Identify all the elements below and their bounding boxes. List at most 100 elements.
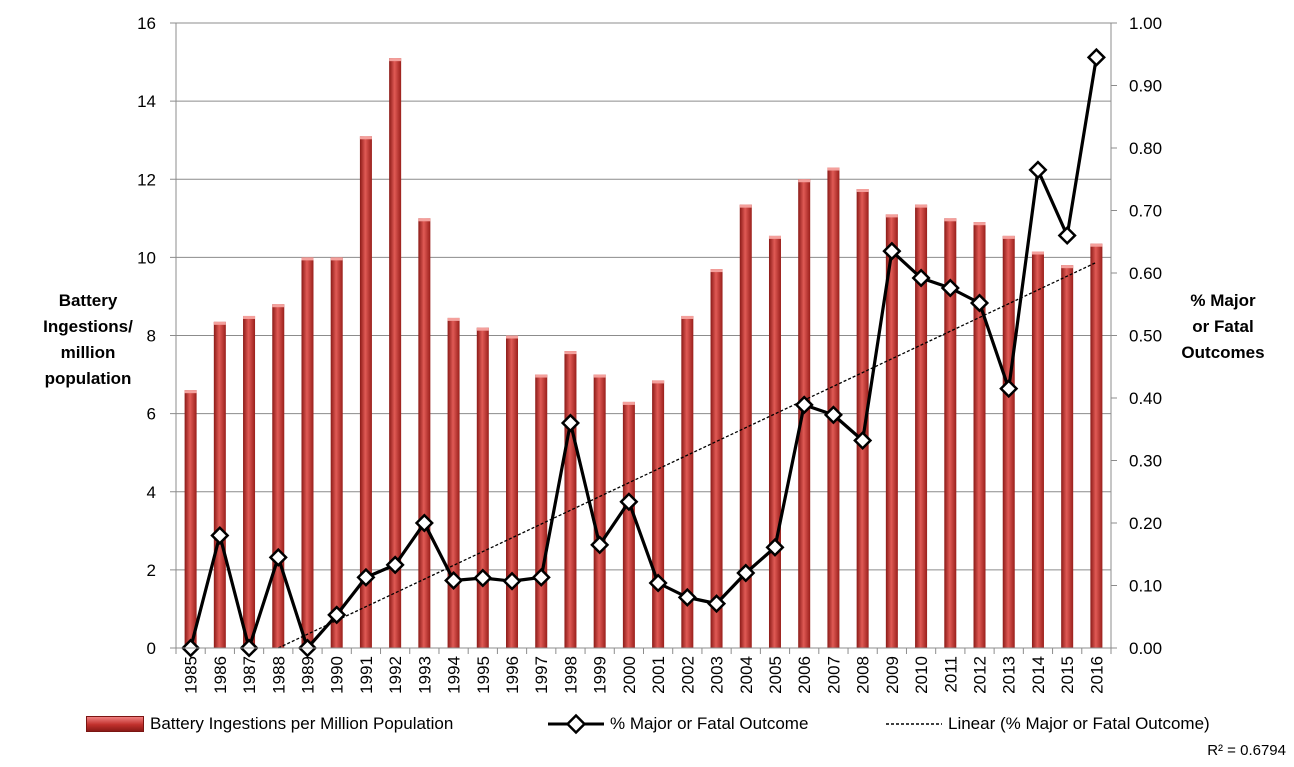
bar-cap — [418, 218, 431, 222]
left-tick-label: 0 — [147, 639, 156, 658]
bar-cap — [768, 235, 781, 239]
bar-cap — [1031, 251, 1044, 255]
line-point — [1086, 47, 1106, 67]
x-tick-label: 2002 — [678, 656, 697, 694]
right-tick-label: 0.60 — [1129, 264, 1162, 283]
left-tick-label: 14 — [137, 92, 156, 111]
line-point — [707, 594, 727, 614]
line-point — [1028, 160, 1048, 180]
line-point — [502, 571, 522, 591]
left-tick-label: 4 — [147, 483, 156, 502]
x-tick-label: 1987 — [240, 656, 259, 694]
line-point — [999, 379, 1019, 399]
right-axis-title-line: % Major — [1190, 291, 1256, 310]
line-path — [189, 57, 1098, 650]
bar — [768, 235, 781, 648]
x-tick-label: 1989 — [298, 656, 317, 694]
bar — [301, 257, 314, 648]
legend-item-line: % Major or Fatal Outcome — [548, 712, 808, 736]
line-point — [765, 537, 785, 557]
x-tick-label: 1991 — [357, 656, 376, 694]
right-axis-title-line: or Fatal — [1192, 317, 1254, 336]
x-tick-label: 2008 — [854, 656, 873, 694]
bar — [476, 327, 489, 648]
line-point — [268, 547, 288, 567]
bar — [944, 218, 957, 648]
bar — [885, 214, 898, 648]
line-point — [853, 430, 873, 451]
left-tick-label: 16 — [137, 14, 156, 33]
x-tick-label: 2012 — [971, 656, 990, 694]
line-point — [327, 605, 347, 625]
line-point — [444, 570, 464, 591]
line-point — [736, 563, 756, 583]
legend-label-line: % Major or Fatal Outcome — [610, 714, 809, 733]
left-axis-title-line: Battery — [58, 291, 118, 310]
left-axis-title: Battery Ingestions/ million population — [28, 288, 148, 392]
bar-cap — [593, 374, 606, 378]
left-tick-label: 2 — [147, 561, 156, 580]
bar — [359, 136, 372, 648]
bar — [1031, 251, 1044, 648]
x-tick-label: 2004 — [737, 656, 756, 694]
x-tick-label: 2007 — [824, 656, 843, 694]
line-point — [940, 278, 960, 298]
x-tick-label: 2001 — [649, 656, 668, 694]
bar — [330, 257, 343, 648]
line-point — [677, 587, 697, 607]
left-tick-label: 8 — [147, 327, 156, 346]
x-tick-label: 2010 — [912, 656, 931, 694]
bar-cap — [739, 204, 752, 208]
line-point — [356, 567, 376, 587]
right-axis-title: % Major or Fatal Outcomes — [1168, 288, 1278, 366]
bar — [1090, 243, 1103, 648]
bar-cap — [652, 380, 665, 384]
bar-cap — [243, 315, 256, 319]
bar — [1002, 235, 1015, 648]
bar — [389, 58, 402, 648]
bar-cap — [710, 269, 723, 273]
x-tick-label: 2016 — [1087, 656, 1106, 694]
bar-cap — [827, 167, 840, 171]
bar-cap — [944, 218, 957, 222]
line-point — [473, 568, 493, 588]
bar-cap — [213, 321, 226, 325]
left-axis-title-line: population — [44, 369, 132, 388]
line-point — [882, 241, 902, 261]
bar — [681, 315, 694, 648]
bar — [710, 269, 723, 648]
line-point — [414, 513, 434, 533]
bar-cap — [330, 257, 343, 261]
bar — [1061, 265, 1074, 648]
right-tick-label: 0.70 — [1129, 202, 1162, 221]
x-tick-label: 1985 — [182, 656, 201, 694]
bar — [506, 335, 519, 648]
bar-cap — [447, 317, 460, 321]
x-tick-label: 2003 — [708, 656, 727, 694]
bar — [272, 304, 285, 648]
bar-cap — [272, 304, 285, 308]
x-tick-label: 1998 — [561, 656, 580, 694]
x-tick-label: 2015 — [1058, 656, 1077, 694]
bar — [535, 374, 548, 648]
bar — [564, 351, 577, 648]
bar — [447, 317, 460, 648]
right-tick-label: 0.90 — [1129, 77, 1162, 96]
bar-cap — [622, 401, 635, 405]
line-point — [823, 405, 843, 425]
line-point — [385, 555, 405, 575]
line-point — [969, 293, 990, 313]
bar-cap — [1090, 243, 1103, 247]
bar — [184, 390, 197, 648]
line-series — [181, 47, 1106, 658]
bar-cap — [359, 136, 372, 140]
right-tick-label: 0.30 — [1129, 452, 1162, 471]
right-tick-label: 0.00 — [1129, 639, 1162, 658]
bar — [739, 204, 752, 648]
trendline-path — [277, 261, 1097, 649]
x-tick-label: 1986 — [211, 656, 230, 694]
x-tick-label: 2014 — [1029, 656, 1048, 694]
legend-trend-swatch — [886, 723, 942, 725]
x-tick-label: 2009 — [883, 656, 902, 694]
bar-series — [184, 58, 1103, 648]
